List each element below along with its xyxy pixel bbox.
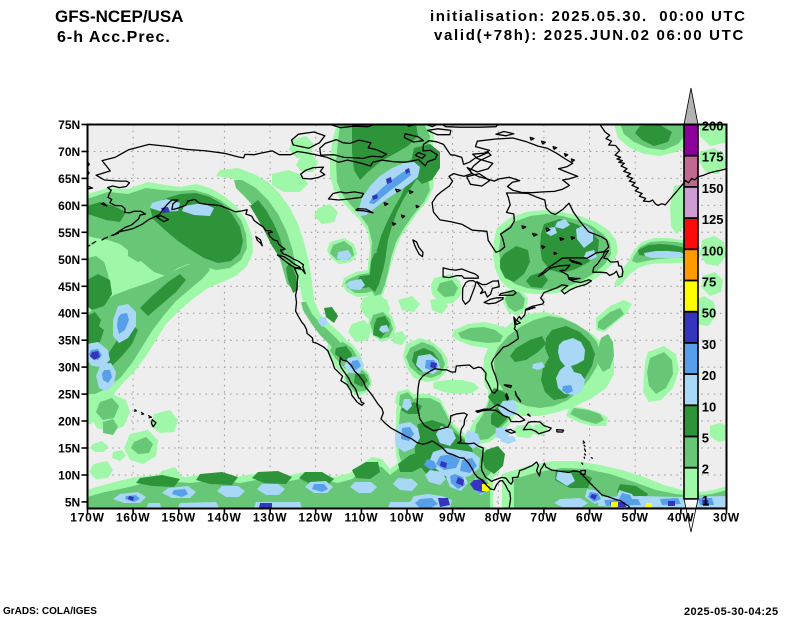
svg-text:30W: 30W [713, 510, 740, 524]
svg-text:100W: 100W [390, 510, 425, 524]
svg-text:60N: 60N [58, 199, 80, 213]
svg-text:110W: 110W [344, 510, 378, 524]
svg-text:75: 75 [702, 275, 716, 290]
svg-text:175: 175 [702, 150, 724, 165]
svg-text:2: 2 [702, 462, 709, 477]
svg-text:50W: 50W [622, 510, 649, 524]
svg-text:90W: 90W [439, 510, 466, 524]
svg-text:70N: 70N [58, 145, 80, 159]
svg-text:40W: 40W [667, 510, 694, 524]
svg-text:200: 200 [702, 119, 724, 134]
svg-text:130W: 130W [253, 510, 288, 524]
svg-text:40N: 40N [58, 307, 80, 321]
svg-text:160W: 160W [116, 510, 151, 524]
svg-text:45N: 45N [58, 280, 80, 294]
svg-text:100: 100 [702, 243, 724, 258]
svg-text:125: 125 [702, 212, 724, 227]
svg-text:75N: 75N [58, 118, 80, 132]
svg-text:150: 150 [702, 181, 724, 196]
svg-text:170W: 170W [70, 510, 105, 524]
svg-text:15N: 15N [58, 442, 80, 456]
svg-text:30: 30 [702, 337, 716, 352]
svg-text:80W: 80W [485, 510, 512, 524]
svg-text:150W: 150W [162, 510, 197, 524]
svg-text:5N: 5N [65, 495, 80, 509]
svg-text:25N: 25N [58, 388, 80, 402]
svg-text:55N: 55N [58, 226, 80, 240]
svg-text:20N: 20N [58, 415, 80, 429]
svg-text:30N: 30N [58, 361, 80, 375]
svg-text:50: 50 [702, 306, 716, 321]
svg-text:35N: 35N [58, 334, 80, 348]
svg-text:70W: 70W [530, 510, 557, 524]
svg-text:60W: 60W [576, 510, 603, 524]
svg-text:10: 10 [702, 399, 716, 414]
svg-text:1: 1 [702, 493, 709, 508]
svg-text:50N: 50N [58, 253, 80, 267]
svg-text:65N: 65N [58, 172, 80, 186]
svg-text:20: 20 [702, 368, 716, 383]
svg-text:120W: 120W [298, 510, 333, 524]
svg-text:5: 5 [702, 431, 709, 446]
svg-text:140W: 140W [207, 510, 242, 524]
svg-text:10N: 10N [58, 469, 80, 483]
